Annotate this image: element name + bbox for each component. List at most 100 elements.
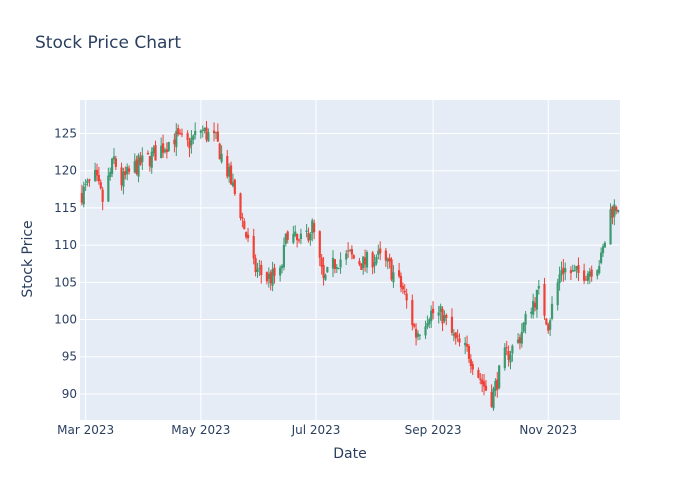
- candle: [150, 147, 153, 174]
- candle: [615, 205, 618, 215]
- candle-body: [584, 279, 588, 281]
- candle: [175, 123, 178, 156]
- candle-body: [377, 250, 380, 255]
- candle-body: [573, 269, 576, 272]
- candle-body: [167, 142, 170, 151]
- candle: [265, 271, 269, 285]
- candle-body: [564, 268, 567, 273]
- candle-body: [194, 130, 197, 136]
- candle-body: [443, 315, 446, 322]
- candle-body: [465, 343, 469, 347]
- candle: [437, 305, 440, 324]
- candle: [411, 294, 414, 331]
- candle: [154, 140, 157, 161]
- candle-body: [532, 301, 535, 315]
- candle-body: [583, 270, 586, 281]
- candle-body: [86, 180, 89, 184]
- candle-body: [231, 182, 235, 186]
- candle-body: [464, 342, 467, 346]
- candle: [588, 267, 591, 284]
- candle-body: [575, 266, 578, 270]
- candle-body: [345, 253, 348, 260]
- candle-body: [243, 221, 246, 230]
- candle: [241, 212, 244, 228]
- candle: [216, 123, 219, 142]
- candle: [392, 265, 395, 288]
- candle: [464, 336, 467, 355]
- candle: [252, 228, 255, 265]
- candle: [360, 263, 363, 270]
- candle: [80, 184, 83, 206]
- candle-body: [456, 335, 459, 337]
- candle-body: [535, 289, 539, 310]
- candle: [186, 130, 189, 147]
- candle: [467, 343, 471, 363]
- candle-body: [348, 250, 352, 252]
- candle-body: [267, 274, 270, 280]
- candle-body: [364, 257, 367, 265]
- candle-body: [99, 182, 102, 189]
- y-tick-label: 110: [54, 238, 77, 252]
- candle: [94, 162, 97, 182]
- candle: [307, 227, 310, 243]
- candle: [167, 141, 170, 152]
- candle-body: [122, 171, 125, 187]
- candle-body: [437, 312, 440, 316]
- candle-body: [190, 137, 193, 146]
- y-tick-label: 120: [54, 164, 77, 178]
- candle-body: [547, 324, 550, 331]
- candle-body: [586, 273, 590, 281]
- candle: [558, 266, 561, 291]
- candle-body: [477, 370, 480, 378]
- candle: [465, 335, 469, 352]
- candle: [331, 250, 335, 278]
- candle: [617, 209, 620, 214]
- candle: [318, 230, 321, 267]
- candle-body: [537, 285, 540, 289]
- candle-body: [411, 299, 414, 326]
- candle-body: [258, 267, 261, 269]
- plot-background: [80, 100, 620, 420]
- candle: [456, 329, 459, 342]
- candle-body: [588, 271, 591, 277]
- candle: [220, 145, 223, 164]
- candle-body: [331, 257, 335, 269]
- candle-body: [109, 172, 112, 177]
- candle-body: [350, 249, 353, 255]
- y-axis-label: Stock Price: [20, 220, 36, 298]
- candle-body: [292, 233, 295, 243]
- candle-body: [333, 259, 336, 270]
- candle: [549, 318, 552, 337]
- candle: [107, 167, 110, 203]
- candle: [583, 263, 586, 285]
- candle: [148, 155, 151, 172]
- candle-body: [335, 266, 338, 269]
- candle-body: [371, 252, 374, 268]
- candle-body: [299, 233, 303, 239]
- candle: [482, 374, 486, 396]
- candle: [190, 130, 193, 154]
- candle: [135, 155, 138, 176]
- candle: [571, 264, 574, 272]
- candle-body: [112, 156, 116, 160]
- candle-body: [296, 233, 299, 241]
- y-tick-label: 125: [54, 126, 77, 140]
- candle: [524, 311, 527, 334]
- candle-body: [403, 290, 406, 293]
- candle: [533, 297, 537, 312]
- candle: [399, 272, 403, 293]
- candle: [601, 243, 605, 257]
- candle: [390, 257, 393, 282]
- candle-body: [479, 378, 482, 380]
- candle-body: [441, 308, 444, 324]
- candle: [199, 129, 202, 139]
- candle: [212, 122, 216, 142]
- candle: [299, 228, 303, 245]
- candle: [228, 163, 231, 183]
- candle-body: [203, 127, 206, 131]
- candle: [173, 133, 176, 153]
- candle-body: [498, 365, 501, 388]
- candle-body: [95, 169, 99, 176]
- candle: [205, 120, 208, 143]
